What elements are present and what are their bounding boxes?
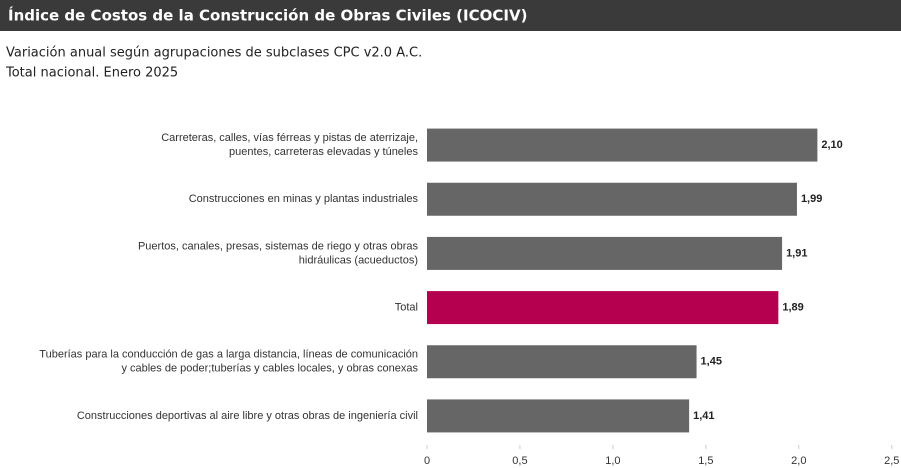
- y-tick-label: Tuberías para la conducción de gas a lar…: [39, 349, 418, 361]
- bar: [427, 399, 690, 433]
- y-tick-label: Construcciones deportivas al aire libre …: [77, 410, 418, 422]
- y-tick-label: Puertos, canales, presas, sistemas de ri…: [138, 240, 419, 252]
- title-bar: [0, 0, 901, 31]
- subtitle: Variación anual según agrupaciones de su…: [6, 46, 422, 61]
- y-tick-label: hidráulicas (acueductos): [299, 254, 418, 266]
- value-label: 1,91: [786, 247, 807, 259]
- subtitle: Total nacional. Enero 2025: [5, 66, 178, 81]
- value-label: 1,45: [701, 356, 722, 368]
- x-tick-label: 1,5: [698, 455, 713, 467]
- bar: [427, 182, 797, 216]
- bar: [427, 291, 779, 325]
- y-tick-label: y cables de poder;tuberías y cables loca…: [121, 363, 418, 375]
- value-label: 1,89: [782, 301, 803, 313]
- x-tick-label: 0,5: [512, 455, 527, 467]
- bar: [427, 128, 818, 162]
- x-tick-label: 2,5: [884, 455, 899, 467]
- bar: [427, 345, 697, 379]
- value-label: 1,41: [693, 410, 714, 422]
- y-tick-label: Total: [395, 301, 418, 313]
- x-tick-label: 1,0: [605, 455, 620, 467]
- y-tick-label: Carreteras, calles, vías férreas y pista…: [161, 132, 418, 144]
- x-tick-label: 2,0: [791, 455, 806, 467]
- value-label: 2,10: [821, 139, 842, 151]
- value-label: 1,99: [801, 193, 822, 205]
- chart-title: Índice de Costos de la Construcción de O…: [8, 6, 527, 25]
- x-tick-label: 0: [424, 455, 430, 467]
- bar: [427, 236, 783, 270]
- y-tick-label: Construcciones en minas y plantas indust…: [189, 193, 419, 205]
- y-tick-label: puentes, carreteras elevadas y túneles: [229, 146, 418, 158]
